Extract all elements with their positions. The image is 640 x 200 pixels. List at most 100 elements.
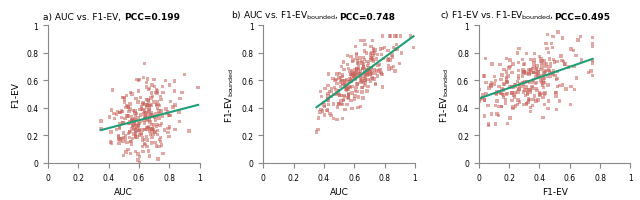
Point: [553, 31, 563, 34]
Point: [495, 64, 505, 67]
Point: [151, 105, 161, 108]
Point: [323, 95, 333, 98]
Point: [328, 94, 339, 97]
Point: [378, 58, 388, 61]
Text: a) AUC vs. F1-EV,: a) AUC vs. F1-EV,: [43, 13, 124, 22]
Point: [544, 71, 554, 74]
Point: [344, 67, 354, 71]
Point: [548, 73, 559, 76]
Point: [322, 99, 332, 102]
Point: [345, 74, 355, 77]
Point: [139, 122, 149, 125]
Point: [366, 68, 376, 71]
Point: [351, 68, 362, 71]
Point: [552, 78, 562, 81]
Point: [524, 80, 534, 83]
Point: [115, 139, 125, 142]
Point: [569, 89, 579, 92]
Point: [337, 94, 347, 97]
Point: [131, 132, 141, 135]
Point: [164, 126, 175, 129]
Point: [368, 55, 378, 58]
Point: [550, 75, 560, 78]
Point: [548, 36, 558, 39]
Point: [344, 93, 354, 97]
Point: [151, 91, 161, 95]
Point: [124, 110, 134, 113]
Point: [355, 105, 365, 109]
Point: [359, 75, 369, 78]
Point: [335, 76, 346, 80]
Point: [153, 104, 163, 107]
Point: [519, 70, 529, 74]
Point: [105, 116, 115, 119]
Point: [534, 94, 545, 97]
Point: [133, 79, 143, 83]
Point: [529, 95, 540, 98]
Point: [124, 136, 134, 139]
Point: [155, 124, 165, 128]
Point: [476, 98, 486, 102]
Point: [509, 94, 519, 97]
Point: [374, 63, 385, 67]
Point: [131, 130, 141, 134]
Point: [525, 59, 536, 62]
Text: PCC=0.748: PCC=0.748: [339, 13, 396, 22]
Point: [352, 67, 362, 71]
Point: [127, 119, 138, 122]
Point: [538, 76, 548, 80]
Point: [481, 81, 491, 85]
Point: [336, 102, 346, 105]
Point: [502, 123, 513, 126]
Point: [118, 97, 128, 100]
Point: [366, 73, 376, 76]
Point: [115, 126, 125, 129]
Point: [380, 47, 390, 50]
Point: [365, 70, 376, 73]
Point: [490, 76, 500, 79]
Point: [531, 83, 541, 86]
Point: [353, 96, 364, 99]
Point: [502, 93, 512, 96]
Point: [140, 138, 150, 142]
Point: [151, 113, 161, 116]
Point: [342, 103, 352, 106]
Point: [152, 92, 163, 95]
Point: [157, 115, 168, 119]
Point: [486, 113, 497, 116]
Point: [134, 128, 145, 131]
Point: [351, 54, 362, 58]
Point: [490, 105, 500, 108]
Point: [319, 104, 329, 107]
Point: [536, 92, 546, 96]
Point: [356, 40, 366, 43]
Point: [115, 111, 125, 114]
Point: [378, 48, 388, 51]
Point: [142, 145, 152, 148]
Point: [358, 68, 368, 71]
Point: [332, 106, 342, 109]
Point: [116, 110, 127, 113]
Point: [522, 89, 532, 92]
Point: [134, 121, 145, 124]
Point: [340, 88, 351, 91]
Point: [118, 132, 129, 135]
Point: [137, 145, 147, 148]
Point: [326, 95, 336, 99]
Point: [367, 78, 378, 81]
Point: [315, 111, 325, 114]
Point: [320, 88, 330, 91]
Point: [154, 112, 164, 116]
Point: [347, 78, 357, 81]
Point: [369, 60, 379, 64]
Point: [356, 75, 366, 78]
Point: [524, 81, 534, 84]
Point: [323, 98, 333, 101]
Point: [136, 106, 147, 109]
Point: [120, 117, 130, 120]
Point: [364, 67, 374, 70]
Point: [364, 71, 374, 74]
Point: [518, 83, 529, 87]
Point: [123, 115, 133, 118]
Point: [363, 69, 373, 72]
